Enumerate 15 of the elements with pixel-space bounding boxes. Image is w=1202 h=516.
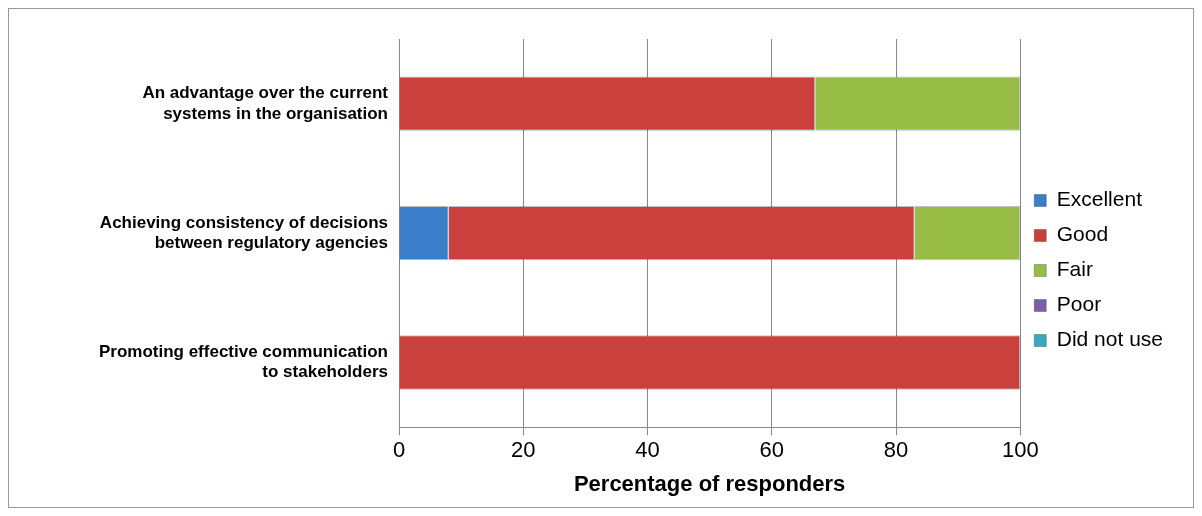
legend-label: Good <box>1056 222 1109 246</box>
legend-label: Poor <box>1056 292 1102 316</box>
x-tick-label: 20 <box>511 437 536 463</box>
x-tick-label: 40 <box>635 437 660 463</box>
x-tick-label: 0 <box>392 437 406 463</box>
legend-label: Excellent <box>1056 187 1143 211</box>
y-tick-label: An advantage over the current systems in the organisation <box>142 83 389 123</box>
x-tick-label: 60 <box>759 437 784 463</box>
x-axis-title: Percentage of responders <box>573 470 846 496</box>
legend-label: Did not use <box>1056 327 1163 351</box>
y-tick-label: Promoting effective communication to stakeholders <box>98 341 388 382</box>
x-tick-label: 100 <box>1001 437 1039 463</box>
x-tick-label: 80 <box>883 437 909 463</box>
y-tick-label: Achieving consistency of decisions between regulatory agencies <box>99 212 388 252</box>
legend-label: Fair <box>1056 257 1093 281</box>
